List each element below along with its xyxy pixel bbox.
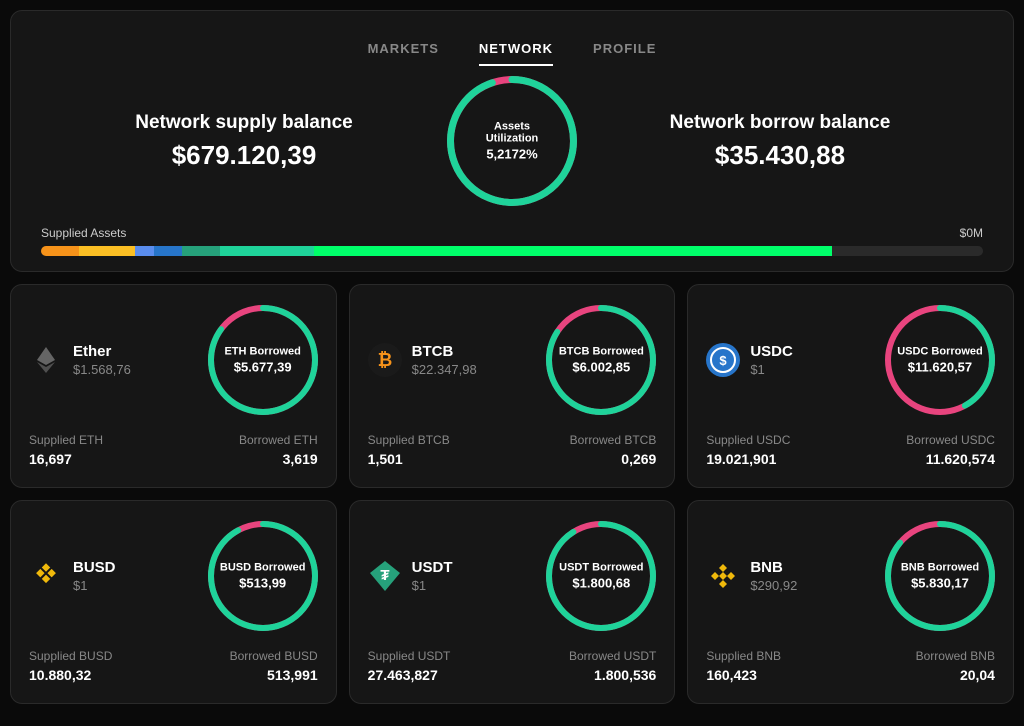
borrowed-ring-label: BTCB Borrowed — [546, 346, 656, 358]
nav-tabs: MARKETS NETWORK PROFILE — [41, 31, 983, 76]
eth-icon — [29, 343, 63, 377]
asset-bar-segment — [41, 246, 79, 256]
borrowed-ring: BTCB Borrowed $6.002,85 — [546, 305, 656, 415]
borrowed-ring-label: BUSD Borrowed — [208, 562, 318, 574]
supplied-stat-label: Supplied USDT — [368, 649, 507, 663]
supplied-stat-value: 16,697 — [29, 451, 168, 467]
borrowed-ring-value: $11.620,57 — [885, 360, 995, 375]
supplied-assets-label: Supplied Assets — [41, 226, 126, 240]
coin-name: Ether — [73, 343, 131, 360]
borrowed-stat-value: 3,619 — [178, 451, 317, 467]
supply-balance-title: Network supply balance — [41, 112, 447, 134]
borrowed-ring: BNB Borrowed $5.830,17 — [885, 521, 995, 631]
borrowed-stat-value: 1.800,536 — [517, 667, 656, 683]
borrowed-stat-label: Borrowed USDC — [856, 433, 995, 447]
usdc-icon: $ — [706, 343, 740, 377]
borrowed-ring-value: $5.677,39 — [208, 360, 318, 375]
busd-icon — [29, 559, 63, 593]
network-summary-panel: MARKETS NETWORK PROFILE Network supply b… — [10, 10, 1014, 272]
supplied-assets-total: $0M — [960, 226, 983, 240]
supplied-stat-label: Supplied BUSD — [29, 649, 168, 663]
borrowed-stat-value: 513,991 — [178, 667, 317, 683]
borrowed-ring: USDC Borrowed $11.620,57 — [885, 305, 995, 415]
supplied-stat-value: 19.021,901 — [706, 451, 845, 467]
coin-name: USDC — [750, 343, 793, 360]
supply-balance-value: $679.120,39 — [41, 140, 447, 171]
coin-name: BTCB — [412, 343, 477, 360]
coin-price: $1 — [412, 578, 453, 593]
asset-bar-segment — [79, 246, 136, 256]
asset-card[interactable]: ₮ USDT $1 USDT Borrowed $1.800,68 Suppli… — [349, 500, 676, 704]
borrowed-stat-label: Borrowed USDT — [517, 649, 656, 663]
borrowed-ring-value: $5.830,17 — [885, 576, 995, 591]
coin-name: USDT — [412, 559, 453, 576]
utilization-value: 5,2172% — [480, 147, 545, 162]
coin-name: BNB — [750, 559, 797, 576]
supplied-stat-value: 160,423 — [706, 667, 845, 683]
borrowed-ring-value: $6.002,85 — [546, 360, 656, 375]
asset-allocation-bar — [41, 246, 983, 256]
utilization-label: Assets Utilization — [480, 121, 545, 145]
bnb-icon — [706, 559, 740, 593]
supplied-stat-label: Supplied USDC — [706, 433, 845, 447]
borrowed-stat-label: Borrowed BUSD — [178, 649, 317, 663]
borrowed-stat-value: 0,269 — [517, 451, 656, 467]
borrowed-ring-label: USDC Borrowed — [885, 346, 995, 358]
borrowed-stat-label: Borrowed BNB — [856, 649, 995, 663]
tab-profile[interactable]: PROFILE — [593, 41, 656, 66]
supplied-stat-value: 27.463,827 — [368, 667, 507, 683]
asset-bar-segment — [220, 246, 314, 256]
borrowed-ring-value: $513,99 — [208, 576, 318, 591]
tab-network[interactable]: NETWORK — [479, 41, 553, 66]
supplied-stat-value: 1,501 — [368, 451, 507, 467]
borrow-balance-title: Network borrow balance — [577, 112, 983, 134]
asset-bar-segment — [832, 246, 983, 256]
svg-text:$: $ — [720, 353, 728, 368]
asset-card[interactable]: $ USDC $1 USDC Borrowed $11.620,57 Suppl… — [687, 284, 1014, 488]
coin-price: $290,92 — [750, 578, 797, 593]
svg-text:₿: ₿ — [377, 350, 392, 370]
supplied-stat-label: Supplied BNB — [706, 649, 845, 663]
borrowed-ring-label: BNB Borrowed — [885, 562, 995, 574]
asset-bar-segment — [135, 246, 154, 256]
borrow-balance-value: $35.430,88 — [577, 140, 983, 171]
asset-bar-segment — [182, 246, 220, 256]
coin-price: $22.347,98 — [412, 362, 477, 377]
asset-bar-segment — [154, 246, 182, 256]
asset-bar-segment — [314, 246, 832, 256]
borrowed-stat-label: Borrowed BTCB — [517, 433, 656, 447]
supplied-stat-label: Supplied BTCB — [368, 433, 507, 447]
supplied-stat-label: Supplied ETH — [29, 433, 168, 447]
coin-price: $1.568,76 — [73, 362, 131, 377]
supply-balance: Network supply balance $679.120,39 — [41, 112, 447, 171]
tab-markets[interactable]: MARKETS — [368, 41, 439, 66]
asset-card[interactable]: BNB $290,92 BNB Borrowed $5.830,17 Suppl… — [687, 500, 1014, 704]
utilization-ring: Assets Utilization 5,2172% — [447, 76, 577, 206]
borrowed-ring: USDT Borrowed $1.800,68 — [546, 521, 656, 631]
btc-icon: ₿ — [368, 343, 402, 377]
borrowed-ring: BUSD Borrowed $513,99 — [208, 521, 318, 631]
coin-name: BUSD — [73, 559, 116, 576]
svg-text:₮: ₮ — [380, 567, 389, 584]
supplied-stat-value: 10.880,32 — [29, 667, 168, 683]
asset-card[interactable]: ₿ BTCB $22.347,98 BTCB Borrowed $6.002,8… — [349, 284, 676, 488]
usdt-icon: ₮ — [368, 559, 402, 593]
borrowed-stat-value: 20,04 — [856, 667, 995, 683]
asset-card[interactable]: BUSD $1 BUSD Borrowed $513,99 Supplied B… — [10, 500, 337, 704]
borrowed-ring: ETH Borrowed $5.677,39 — [208, 305, 318, 415]
coin-price: $1 — [73, 578, 116, 593]
borrowed-ring-label: USDT Borrowed — [546, 562, 656, 574]
coin-price: $1 — [750, 362, 793, 377]
borrowed-stat-label: Borrowed ETH — [178, 433, 317, 447]
borrow-balance: Network borrow balance $35.430,88 — [577, 112, 983, 171]
borrowed-ring-value: $1.800,68 — [546, 576, 656, 591]
asset-card[interactable]: Ether $1.568,76 ETH Borrowed $5.677,39 S… — [10, 284, 337, 488]
borrowed-ring-label: ETH Borrowed — [208, 346, 318, 358]
borrowed-stat-value: 11.620,574 — [856, 451, 995, 467]
